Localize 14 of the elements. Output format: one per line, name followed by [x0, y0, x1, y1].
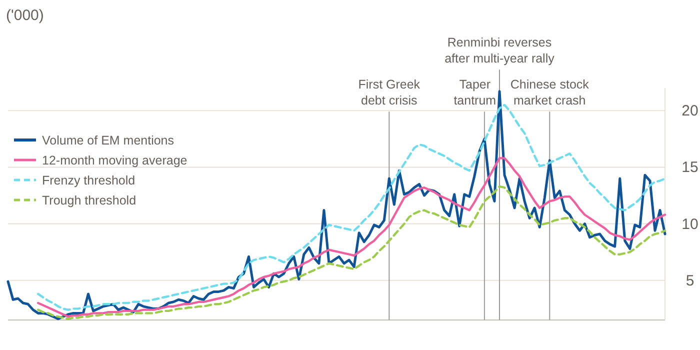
annotation: Chinese stock market crash	[510, 78, 590, 108]
legend-label: Volume of EM mentions	[42, 134, 174, 148]
annotation: Taper tantrum	[454, 78, 496, 108]
y-axis-title: ('000)	[6, 7, 44, 24]
y-tick-label: 15	[682, 159, 698, 176]
annotation: First Greek debt crisis	[358, 78, 421, 108]
y-tick-label: 5	[686, 272, 694, 290]
line-series	[36, 157, 666, 318]
legend-label: 12-month moving average	[42, 154, 188, 168]
legend-label: Trough threshold	[42, 194, 136, 208]
y-tick-label: 10	[682, 216, 698, 233]
text: Renminbi reverses after multi-year rally	[444, 36, 556, 66]
legend-label: Frenzy threshold	[42, 174, 136, 188]
y-tick-label: 20	[682, 102, 698, 120]
